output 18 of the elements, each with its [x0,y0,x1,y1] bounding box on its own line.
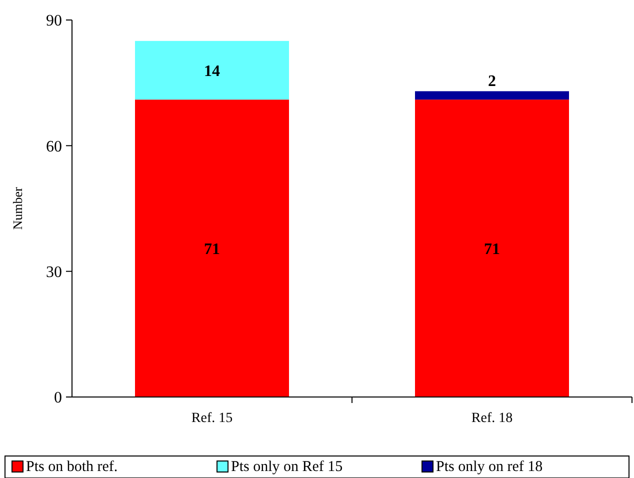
legend-label: Pts on both ref. [26,459,118,475]
data-label: 71 [204,240,220,258]
y-tick-label: 0 [54,390,62,407]
bar [415,91,569,100]
y-tick-label: 30 [46,264,62,281]
bar [135,100,289,397]
x-tick-label: Ref. 15 [191,411,233,426]
x-tick-label: Ref. 18 [471,411,513,426]
y-axis-title: Number [10,186,25,230]
y-tick-label: 60 [46,138,62,156]
bar [415,100,569,397]
data-label: 2 [488,73,496,90]
y-tick-label: 90 [46,12,62,30]
bar [135,40,289,100]
data-label: 71 [484,240,500,258]
legend-label: Pts only on ref 18 [436,459,543,475]
data-label: 14 [204,62,220,80]
legend-label: Pts only on Ref 15 [231,459,343,475]
